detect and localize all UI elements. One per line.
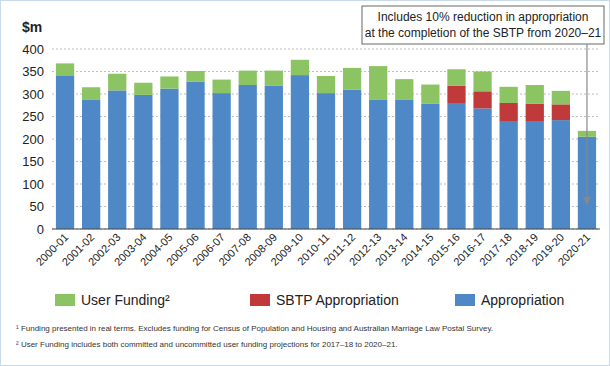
- x-tick-label: 2020-21: [555, 231, 592, 268]
- legend-label: SBTP Appropriation: [276, 292, 399, 308]
- bar-segment: [473, 108, 491, 229]
- bar-segment: [500, 103, 518, 121]
- bar-segment: [395, 79, 413, 99]
- bar-segment: [447, 69, 465, 86]
- bar-segment: [160, 76, 178, 88]
- bar-segment: [291, 75, 309, 229]
- bar-segment: [369, 99, 387, 229]
- bar-segment: [343, 68, 361, 90]
- bar-segment: [473, 72, 491, 92]
- annotation-text: Includes 10% reduction in appropriation: [378, 10, 589, 24]
- y-tick-label: 150: [22, 154, 44, 169]
- bar-segment: [82, 87, 100, 99]
- bar-segment: [421, 85, 439, 104]
- footnote: ¹ Funding presented in real terms. Exclu…: [16, 324, 493, 333]
- x-axis: [52, 229, 600, 230]
- legend-label: User Funding²: [81, 292, 170, 308]
- annotation-arrow: [586, 44, 587, 199]
- bar-segment: [265, 71, 283, 86]
- y-tick-label: 250: [22, 109, 44, 124]
- legend-swatch: [455, 294, 475, 306]
- bar-segment: [395, 99, 413, 229]
- bar-segment: [291, 60, 309, 75]
- legend-label: Appropriation: [481, 292, 564, 308]
- bar-segment: [134, 95, 152, 229]
- bar-segment: [500, 87, 518, 103]
- bar-segment: [212, 80, 230, 94]
- bar-segment: [552, 120, 570, 229]
- legend-swatch: [250, 294, 270, 306]
- bar-segment: [447, 103, 465, 229]
- bar-segment: [160, 89, 178, 229]
- bar-segment: [369, 66, 387, 99]
- grid-line: [52, 71, 600, 72]
- bar-segment: [317, 76, 335, 93]
- bar-segment: [239, 85, 257, 229]
- y-tick-label: 350: [22, 64, 44, 79]
- bar-segment: [552, 91, 570, 105]
- bar-segment: [526, 104, 544, 121]
- background: [1, 1, 610, 366]
- bar-segment: [186, 82, 204, 229]
- footnote: ² User Funding includes both committed a…: [16, 340, 398, 349]
- bar-segment: [552, 104, 570, 120]
- y-axis-label: $m: [22, 19, 42, 35]
- bar-segment: [317, 93, 335, 229]
- bar-segment: [265, 86, 283, 229]
- bars: [56, 60, 596, 229]
- y-tick-label: 400: [22, 42, 44, 57]
- bar-segment: [526, 85, 544, 104]
- bar-segment: [186, 71, 204, 82]
- annotation-box: [362, 6, 604, 44]
- annotation-arrowhead: [583, 197, 591, 205]
- grid-line: [52, 229, 600, 230]
- bar-segment: [526, 121, 544, 229]
- bar-segment: [134, 83, 152, 95]
- bar-segment: [500, 121, 518, 229]
- bar-segment: [343, 90, 361, 230]
- y-tick-label: 50: [30, 199, 44, 214]
- bar-segment: [82, 99, 100, 229]
- y-tick-label: 200: [22, 132, 44, 147]
- bar-segment: [108, 74, 126, 91]
- bar-segment: [56, 63, 74, 76]
- bar-segment: [421, 104, 439, 229]
- y-tick-label: 0: [37, 222, 44, 237]
- legend-swatch: [55, 294, 75, 306]
- grid-line: [52, 49, 600, 50]
- bar-segment: [239, 71, 257, 85]
- bar-segment: [56, 76, 74, 229]
- annotation-text: at the completion of the SBTP from 2020–…: [365, 26, 602, 40]
- y-tick-label: 300: [22, 87, 44, 102]
- bar-segment: [473, 91, 491, 108]
- chart: 050100150200250300350400$m2000-012001-02…: [0, 0, 610, 366]
- y-tick-label: 100: [22, 177, 44, 192]
- bar-segment: [447, 86, 465, 103]
- bar-segment: [108, 90, 126, 229]
- bar-segment: [212, 93, 230, 229]
